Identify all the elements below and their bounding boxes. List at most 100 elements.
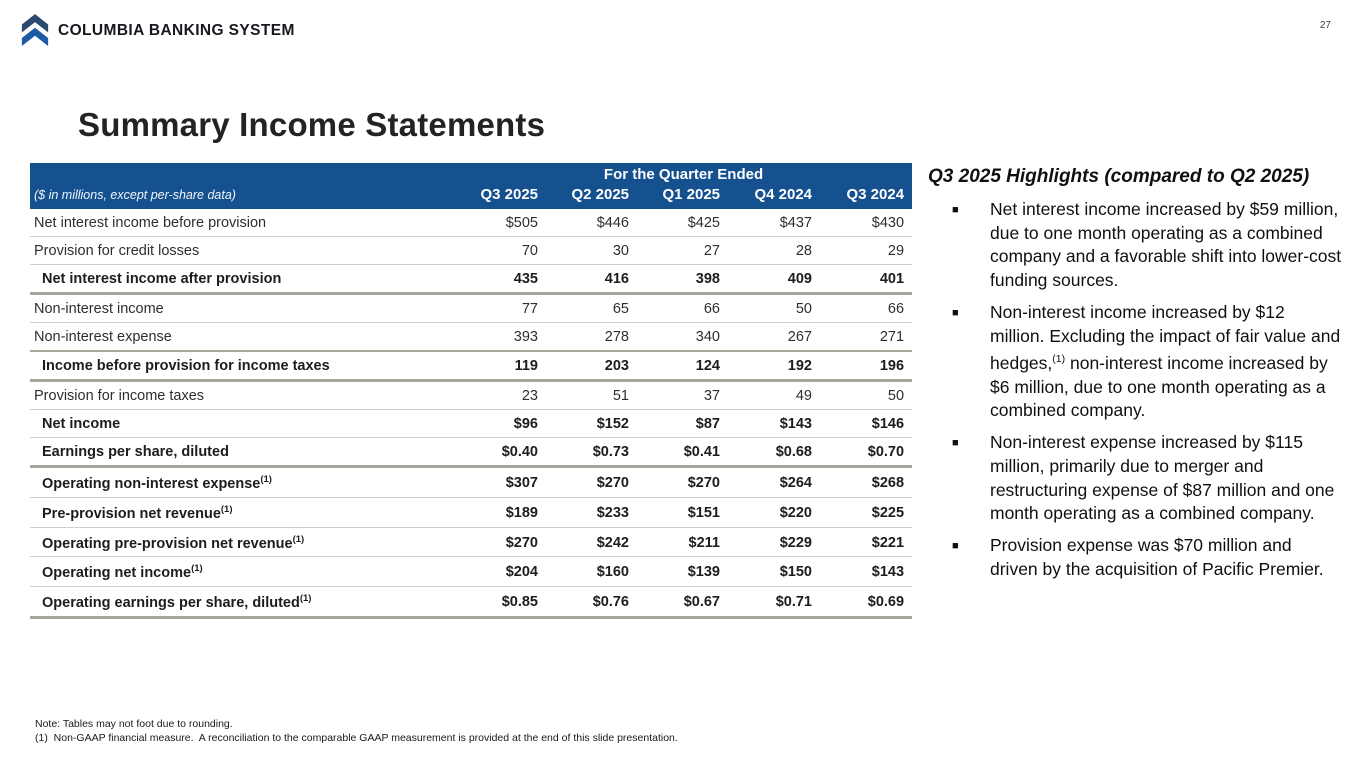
highlight-bullet: Net interest income increased by $59 mil…	[928, 198, 1342, 293]
table-row: Provision for income taxes 23 51 37 49 50	[30, 380, 913, 410]
income-table-body: Net interest income before provision $505…	[30, 209, 913, 620]
value-cell: 192	[728, 350, 820, 382]
value-cell: 49	[728, 380, 820, 410]
table-row: Pre-provision net revenue(1) $189 $233 $151…	[30, 497, 913, 528]
value-cell: $270	[637, 466, 728, 498]
value-cell: $242	[546, 527, 637, 558]
brand-header: COLUMBIA BANKING SYSTEM	[20, 13, 295, 49]
value-cell: $220	[728, 497, 820, 528]
highlights-panel: Q3 2025 Highlights (compared to Q2 2025)…	[928, 166, 1342, 589]
highlights-heading: Q3 2025 Highlights (compared to Q2 2025)	[928, 166, 1310, 187]
value-cell: $151	[637, 497, 728, 528]
brand-name: COLUMBIA BANKING SYSTEM	[58, 22, 295, 39]
value-cell: $204	[455, 556, 546, 588]
row-label: Non-interest income	[30, 293, 455, 323]
value-cell: 340	[637, 322, 728, 352]
page-number: 27	[1319, 20, 1331, 31]
table-row: Operating earnings per share, diluted(1)…	[30, 586, 913, 620]
value-cell: 66	[820, 293, 913, 323]
value-cell: $0.69	[820, 586, 913, 620]
table-row: Net interest income before provision $505…	[30, 209, 913, 237]
table-row: Net interest income after provision 435 41…	[30, 264, 913, 295]
column-headers-row: ($ in millions, except per-share data) Q…	[30, 184, 913, 209]
highlight-bullet: Non-interest expense increased by $115 m…	[928, 431, 1342, 526]
row-label: Operating pre-provision net revenue(1)	[30, 527, 455, 558]
value-cell: 398	[637, 264, 728, 295]
value-cell: $221	[820, 527, 913, 558]
row-label: Earnings per share, diluted	[30, 437, 455, 468]
row-label: Pre-provision net revenue(1)	[30, 497, 455, 528]
value-cell: $189	[455, 497, 546, 528]
table-header: For the Quarter Ended ($ in millions, ex…	[30, 163, 913, 209]
table-row: Income before provision for income taxes…	[30, 350, 913, 382]
value-cell: $233	[546, 497, 637, 528]
row-label: Operating net income(1)	[30, 556, 455, 588]
value-cell: $0.85	[455, 586, 546, 620]
value-cell: 66	[637, 293, 728, 323]
table-row: Operating non-interest expense(1) $307 $27…	[30, 466, 913, 498]
value-cell: $150	[728, 556, 820, 588]
value-cell: $270	[546, 466, 637, 498]
footnote-line: (1) Non-GAAP financial measure. A reconc…	[35, 731, 678, 744]
value-cell: $0.40	[455, 437, 546, 468]
footnotes: Note: Tables may not foot due to roundin…	[35, 718, 678, 745]
value-cell: $0.73	[546, 437, 637, 468]
value-cell: 37	[637, 380, 728, 410]
table-row: Operating net income(1) $204 $160 $139 $150 $…	[30, 556, 913, 588]
value-cell: $87	[637, 409, 728, 438]
value-cell: 416	[546, 264, 637, 295]
value-cell: 70	[455, 236, 546, 265]
value-cell: $505	[455, 209, 546, 237]
footnote-line: Note: Tables may not foot due to roundin…	[35, 718, 233, 730]
value-cell: $139	[637, 556, 728, 588]
row-label: Operating non-interest expense(1)	[30, 466, 455, 498]
columbia-logo-icon	[20, 13, 50, 49]
row-label: Provision for income taxes	[30, 380, 455, 410]
value-cell: $143	[820, 556, 913, 588]
value-cell: 278	[546, 322, 637, 352]
column-header: Q2 2025	[546, 184, 637, 209]
value-cell: $264	[728, 466, 820, 498]
value-cell: $0.71	[728, 586, 820, 620]
value-cell: $307	[455, 466, 546, 498]
value-cell: 401	[820, 264, 913, 295]
table-row: Non-interest income 77 65 66 50 66	[30, 293, 913, 323]
table-row: Earnings per share, diluted $0.40 $0.73 $0.…	[30, 437, 913, 468]
value-cell: 124	[637, 350, 728, 382]
value-cell: $152	[546, 409, 637, 438]
column-header: Q3 2025	[455, 184, 546, 209]
value-cell: $270	[455, 527, 546, 558]
table-row: Provision for credit losses 70 30 27 28 29	[30, 236, 913, 265]
row-label: Net interest income before provision	[30, 209, 455, 237]
value-cell: $229	[728, 527, 820, 558]
row-label: Net interest income after provision	[30, 264, 455, 295]
value-cell: $96	[455, 409, 546, 438]
value-cell: 50	[820, 380, 913, 410]
value-cell: $146	[820, 409, 913, 438]
value-cell: $0.68	[728, 437, 820, 468]
value-cell: $0.70	[820, 437, 913, 468]
highlight-bullet: Non-interest income increased by $12 mil…	[928, 301, 1342, 423]
value-cell: $0.41	[637, 437, 728, 468]
row-label: Non-interest expense	[30, 322, 455, 352]
value-cell: $268	[820, 466, 913, 498]
column-header: Q4 2024	[728, 184, 820, 209]
value-cell: 28	[728, 236, 820, 265]
unit-note: ($ in millions, except per-share data)	[30, 184, 455, 209]
value-cell: $425	[637, 209, 728, 237]
value-cell: $0.67	[637, 586, 728, 620]
value-cell: $211	[637, 527, 728, 558]
value-cell: 271	[820, 322, 913, 352]
value-cell: 30	[546, 236, 637, 265]
value-cell: $0.76	[546, 586, 637, 620]
value-cell: $143	[728, 409, 820, 438]
row-label: Provision for credit losses	[30, 236, 455, 265]
page-title: Summary Income Statements	[78, 106, 546, 144]
value-cell: 51	[546, 380, 637, 410]
column-header: Q3 2024	[820, 184, 913, 209]
value-cell: $446	[546, 209, 637, 237]
table-row: Net income $96 $152 $87 $143 $146	[30, 409, 913, 438]
value-cell: 77	[455, 293, 546, 323]
row-label: Net income	[30, 409, 455, 438]
